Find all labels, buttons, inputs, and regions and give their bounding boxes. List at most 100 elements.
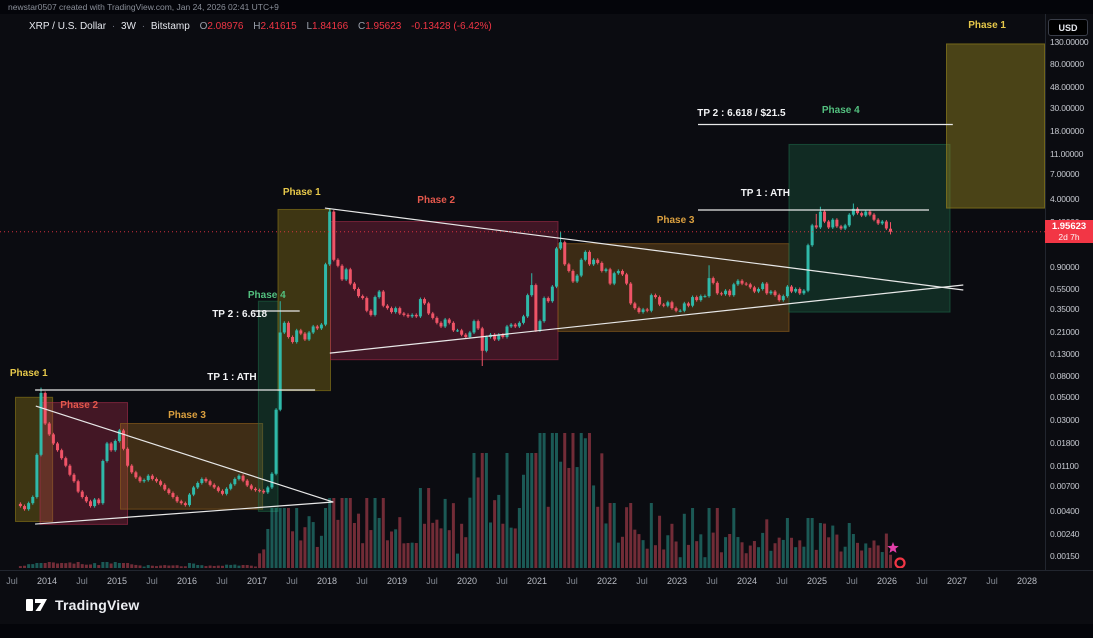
time-tick: Jul [706, 576, 718, 586]
small-triangle-lower-line[interactable] [35, 501, 334, 525]
price-tick: 7.00000 [1050, 169, 1080, 180]
small-tp2-label: TP 2 : 6.618 [212, 309, 267, 320]
symbol-legend[interactable]: XRP / U.S. Dollar · 3W · Bitstamp O2.089… [29, 21, 492, 32]
time-tick: Jul [986, 576, 998, 586]
tradingview-wordmark: TradingView [55, 597, 140, 613]
price-tick: 30.00000 [1050, 103, 1084, 114]
price-tick: 130.00000 [1050, 37, 1089, 48]
price-tick: 0.35000 [1050, 304, 1080, 315]
price-tick: 0.03000 [1050, 415, 1080, 426]
volume-histogram [18, 433, 893, 568]
time-tick: Jul [846, 576, 858, 586]
small-tp1-label: TP 1 : ATH [207, 372, 256, 383]
high-label: H [253, 21, 261, 32]
small-phase1-box-label: Phase 1 [10, 368, 48, 379]
last-price-value: 1.95623 [1051, 221, 1087, 232]
low-label: L [306, 21, 313, 32]
time-tick: Jul [76, 576, 88, 586]
time-tick: 2023 [666, 576, 688, 586]
open-value: 2.08976 [207, 21, 244, 32]
watermark-bar: newstar0507 created with TradingView.com… [0, 0, 1093, 14]
currency-button[interactable]: USD [1048, 19, 1088, 36]
big-triangle-lower-line[interactable] [329, 284, 964, 354]
time-tick: 2027 [946, 576, 968, 586]
time-tick: Jul [496, 576, 508, 586]
projection-phase1-box[interactable] [946, 43, 1045, 209]
high-value: 2.41615 [260, 21, 297, 32]
small-phase2-box-label: Phase 2 [60, 400, 98, 411]
legend-separator: · [141, 21, 146, 32]
price-tick: 0.13000 [1050, 349, 1080, 360]
open-label: O [199, 21, 208, 32]
price-tick: 0.01100 [1050, 460, 1079, 471]
time-tick: 2026 [876, 576, 898, 586]
time-tick: Jul [356, 576, 368, 586]
time-tick: 2014 [36, 576, 58, 586]
time-tick: Jul [916, 576, 928, 586]
big-phase1-box-label: Phase 1 [283, 187, 321, 198]
time-tick: 2016 [176, 576, 198, 586]
time-tick: 2017 [246, 576, 268, 586]
time-axis[interactable] [0, 570, 1093, 594]
time-tick: Jul [6, 576, 18, 586]
small-phase4-box[interactable] [257, 300, 279, 512]
price-tick: 0.90000 [1050, 261, 1080, 272]
projection-phase1-box-label: Phase 1 [968, 20, 1006, 31]
price-tick: 0.08000 [1050, 371, 1080, 382]
time-tick: 2024 [736, 576, 758, 586]
big-triangle-upper-line[interactable] [324, 207, 964, 291]
close-value: 1.95623 [365, 21, 402, 32]
time-tick: 2025 [806, 576, 828, 586]
time-tick: 2028 [1016, 576, 1038, 586]
small-triangle-upper-line[interactable] [35, 405, 334, 503]
big-phase2-box[interactable] [330, 221, 559, 361]
last-price-badge: 1.95623 2d 7h [1045, 220, 1093, 243]
time-tick: Jul [286, 576, 298, 586]
star-sticker[interactable] [887, 542, 899, 553]
plot-layer: Phase 1 Phase 2 Phase 3 Phase 4 Phase 1 Phase… [0, 20, 1045, 568]
tradingview-footer[interactable]: TradingView [26, 595, 139, 615]
big-tp2-label: TP 2 : 6.618 / $21.5 [697, 108, 786, 119]
time-tick: 2018 [316, 576, 338, 586]
ring-sticker[interactable] [894, 557, 906, 568]
bar-countdown: 2d 7h [1058, 232, 1080, 242]
price-axis[interactable] [1045, 14, 1093, 570]
symbol-name: XRP / U.S. Dollar [29, 21, 107, 32]
bottom-edge-bar [0, 624, 1093, 638]
price-tick: 4.00000 [1050, 194, 1080, 205]
legend-separator: · [111, 21, 116, 32]
small-phase3-box[interactable] [120, 422, 264, 510]
time-tick: 2022 [596, 576, 618, 586]
low-value: 1.84166 [312, 21, 349, 32]
big-phase3-box-label: Phase 3 [657, 215, 695, 226]
price-tick: 0.00150 [1050, 550, 1080, 561]
small-phase3-box-label: Phase 3 [168, 410, 206, 421]
watermark-text: newstar0507 created with TradingView.com… [8, 2, 279, 12]
time-tick: Jul [566, 576, 578, 586]
big-phase2-box-label: Phase 2 [417, 195, 455, 206]
time-tick: Jul [146, 576, 158, 586]
change-value: -0.13428 (-6.42%) [411, 21, 492, 32]
exchange-label: Bitstamp [150, 21, 190, 32]
price-tick: 80.00000 [1050, 59, 1084, 70]
price-tick: 11.00000 [1050, 148, 1084, 159]
time-tick: 2020 [456, 576, 478, 586]
interval-label: 3W [120, 21, 136, 32]
big-phase1-box[interactable] [277, 208, 331, 392]
big-tp1-label: TP 1 : ATH [741, 188, 790, 199]
small-phase4-box-label: Phase 4 [248, 290, 286, 301]
price-tick: 0.55000 [1050, 284, 1080, 294]
big-phase4-box-label: Phase 4 [822, 105, 860, 116]
time-tick: Jul [636, 576, 648, 586]
time-tick: Jul [776, 576, 788, 586]
price-tick: 0.00240 [1050, 529, 1080, 540]
small-phase2-box[interactable] [39, 402, 128, 525]
close-label: C [357, 21, 366, 32]
tradingview-logo-icon [26, 599, 47, 611]
price-tick: 48.00000 [1050, 82, 1084, 93]
price-tick: 0.00400 [1050, 506, 1080, 517]
price-tick: 0.05000 [1050, 392, 1080, 403]
price-tick: 18.00000 [1050, 126, 1084, 137]
